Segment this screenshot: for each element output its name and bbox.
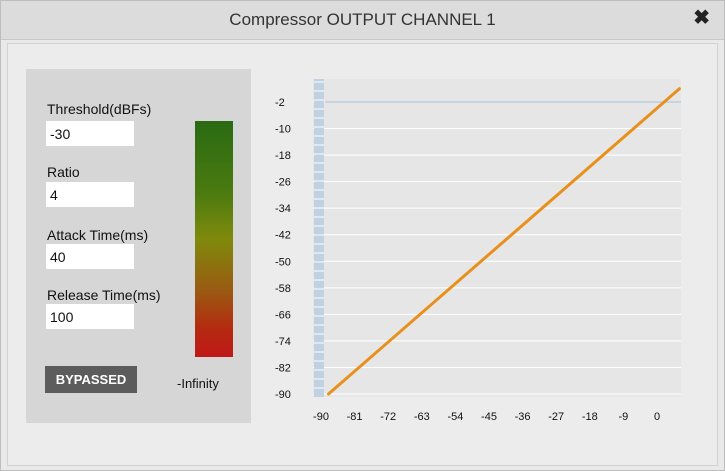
attack-time-label: Attack Time(ms) — [47, 227, 149, 243]
y-tick-label: -74 — [275, 336, 291, 348]
y-tick-label: -2 — [275, 97, 285, 109]
y-tick-label: -58 — [275, 283, 291, 295]
meter-value-label: -Infinity — [177, 376, 219, 391]
ratio-label: Ratio — [47, 164, 80, 180]
compressor-curve-chart[interactable]: -2-10-18-26-34-42-50-58-66-74-82-90-90 -8… — [263, 69, 703, 429]
y-tick-label: -18 — [275, 150, 291, 162]
x-tick-label: -90 — [313, 411, 329, 423]
x-tick-label: -18 — [582, 411, 598, 423]
x-tick-label: -81 — [347, 411, 363, 423]
bypass-button[interactable]: BYPASSED — [45, 366, 137, 393]
threshold-label: Threshold(dBFs) — [47, 101, 152, 117]
y-tick-label: -42 — [275, 230, 291, 242]
plot-area — [313, 79, 681, 397]
y-tick-label: -66 — [275, 309, 291, 321]
release-time-label: Release Time(ms) — [47, 287, 161, 303]
title-bar: Compressor OUTPUT CHANNEL 1 ✖ — [1, 1, 724, 40]
parameters-panel: Threshold(dBFs) Ratio Attack Time(ms) Re… — [26, 69, 251, 423]
release-time-input[interactable] — [46, 304, 134, 329]
level-meter — [195, 121, 233, 357]
attack-time-input[interactable] — [46, 244, 134, 269]
x-tick-label: -45 — [481, 411, 497, 423]
y-tick-label: -34 — [275, 203, 291, 215]
close-icon[interactable]: ✖ — [693, 7, 710, 29]
x-tick-label: -27 — [548, 411, 564, 423]
window-title: Compressor OUTPUT CHANNEL 1 — [229, 10, 496, 29]
x-tick-label: -72 — [380, 411, 396, 423]
y-tick-label: -82 — [275, 362, 291, 374]
threshold-input[interactable] — [46, 121, 134, 146]
y-tick-label: -26 — [275, 177, 291, 189]
x-tick-label: -36 — [515, 411, 531, 423]
x-tick-label: -9 — [619, 411, 629, 423]
x-tick-label: -63 — [414, 411, 430, 423]
y-axis-band — [314, 79, 324, 397]
x-tick-label: -54 — [447, 411, 463, 423]
y-tick-label: -90 — [275, 389, 291, 401]
compression-curve — [326, 87, 681, 396]
y-tick-label: -50 — [275, 256, 291, 268]
x-tick-label: 0 — [654, 411, 660, 423]
y-tick-label: -10 — [275, 124, 291, 136]
ratio-input[interactable] — [46, 182, 134, 207]
